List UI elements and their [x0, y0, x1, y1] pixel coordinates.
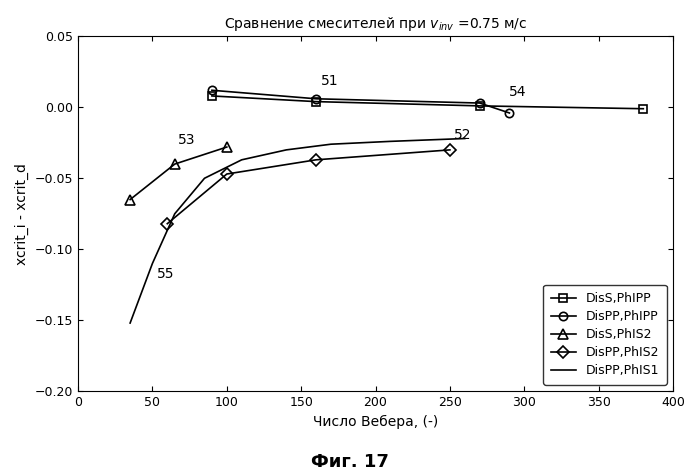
Text: Фиг. 17: Фиг. 17: [311, 453, 389, 471]
Legend: DisS,PhIPP, DisPP,PhIPP, DisS,PhIS2, DisPP,PhIS2, DisPP,PhIS1: DisS,PhIPP, DisPP,PhIPP, DisS,PhIS2, Dis…: [543, 285, 667, 385]
Text: 54: 54: [510, 85, 527, 99]
Text: 52: 52: [454, 127, 472, 142]
Title: Сравнение смесителей при $v_{inv}$ =0.75 м/с: Сравнение смесителей при $v_{inv}$ =0.75…: [224, 15, 527, 33]
Text: 51: 51: [321, 74, 338, 88]
Text: 55: 55: [157, 267, 174, 281]
Y-axis label: xcrit_i - xcrit_d: xcrit_i - xcrit_d: [15, 163, 29, 265]
X-axis label: Число Вебера, (-): Число Вебера, (-): [313, 414, 438, 429]
Text: 53: 53: [178, 133, 195, 147]
